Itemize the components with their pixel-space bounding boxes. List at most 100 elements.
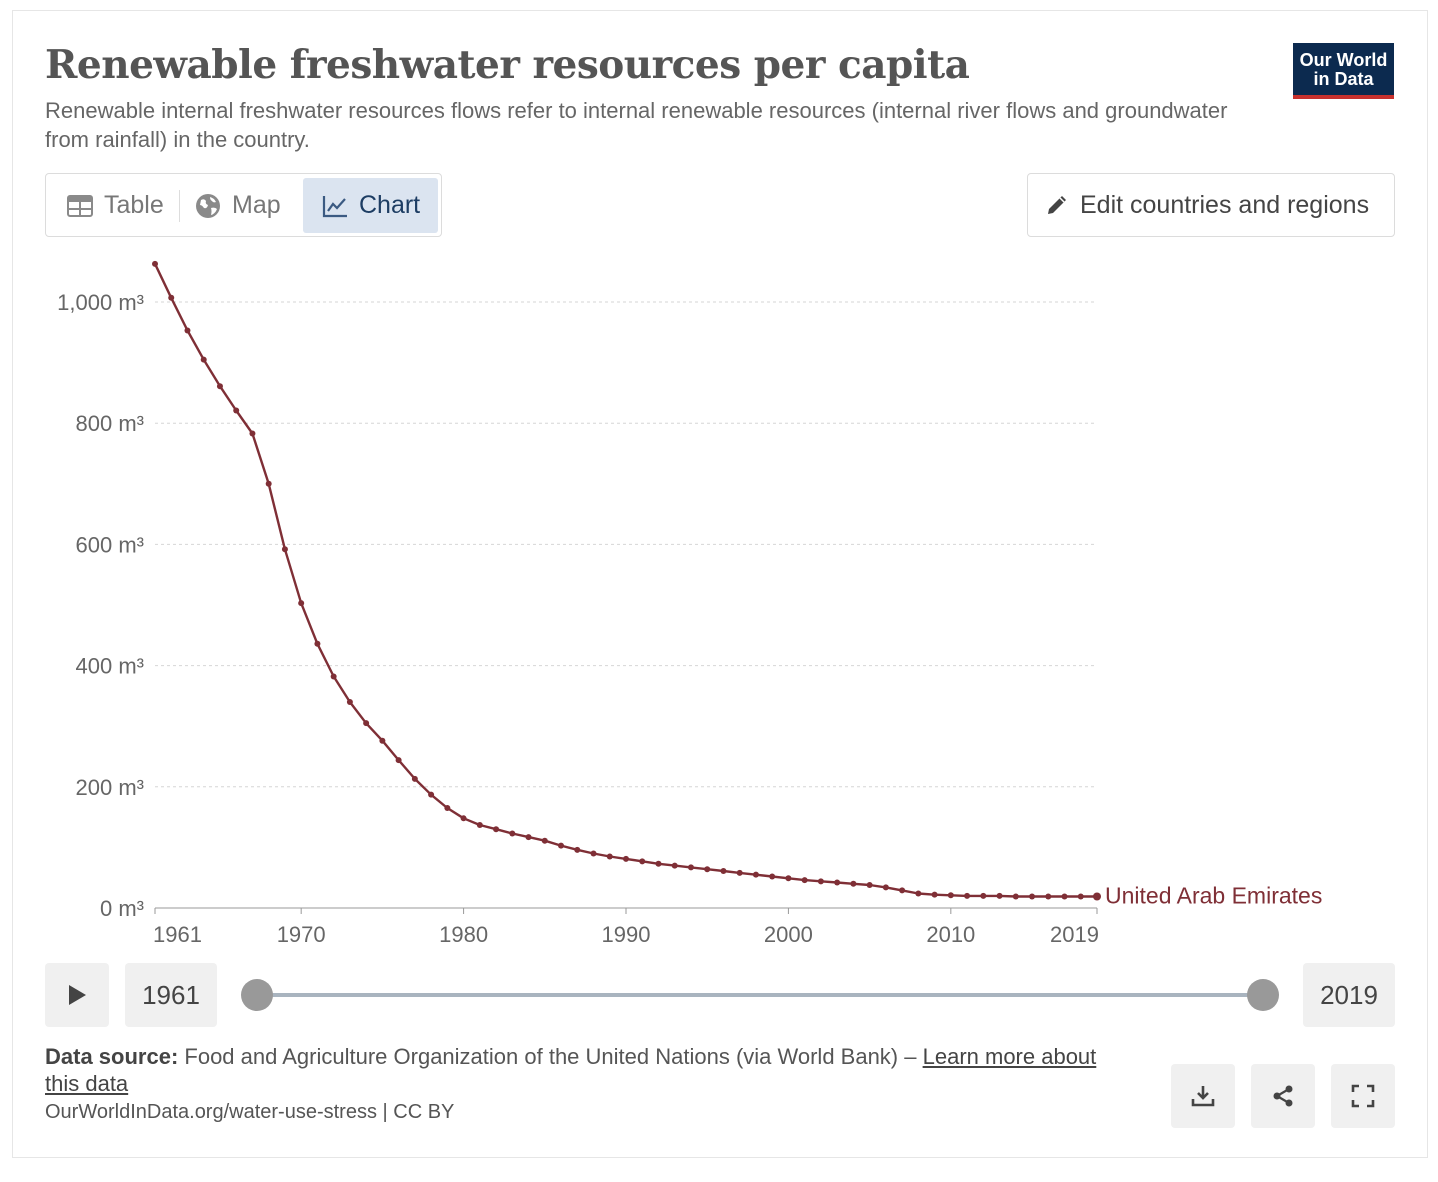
data-point[interactable] — [720, 868, 727, 875]
series-label[interactable]: United Arab Emirates — [1105, 882, 1322, 908]
play-icon — [69, 985, 86, 1005]
data-point[interactable] — [363, 720, 370, 727]
data-point[interactable] — [1061, 893, 1068, 900]
data-point[interactable] — [671, 862, 678, 869]
data-point[interactable] — [346, 698, 353, 705]
x-tick-label: 1970 — [277, 922, 326, 947]
data-point[interactable] — [249, 430, 256, 437]
data-point[interactable] — [509, 830, 516, 837]
data-point[interactable] — [655, 860, 662, 867]
data-point[interactable] — [964, 892, 971, 899]
license-text[interactable]: OurWorldInData.org/water-use-stress | CC… — [45, 1101, 455, 1123]
y-tick-label: 400 m³ — [76, 654, 144, 679]
download-button[interactable] — [1171, 1064, 1235, 1128]
tab-divider — [179, 190, 180, 222]
data-point[interactable] — [639, 858, 646, 865]
data-point[interactable] — [330, 673, 337, 680]
data-point[interactable] — [428, 791, 435, 798]
data-point[interactable] — [411, 775, 418, 782]
data-point[interactable] — [623, 855, 629, 862]
data-point[interactable] — [817, 878, 824, 885]
data-point[interactable] — [687, 864, 694, 871]
data-point[interactable] — [574, 846, 581, 853]
data-point[interactable] — [996, 892, 1003, 899]
data-point[interactable] — [265, 480, 272, 487]
data-point[interactable] — [298, 600, 305, 607]
data-point[interactable] — [866, 881, 873, 888]
edit-countries-button[interactable]: Edit countries and regions — [1027, 173, 1395, 237]
play-button[interactable] — [45, 963, 109, 1027]
data-point[interactable] — [736, 869, 743, 876]
data-point[interactable] — [1045, 893, 1052, 900]
tab-table[interactable]: Table — [48, 178, 181, 233]
data-point[interactable] — [525, 834, 532, 841]
tab-table-label: Table — [104, 191, 164, 219]
share-icon — [1273, 1085, 1293, 1107]
y-tick-label: 800 m³ — [76, 411, 144, 436]
timeline-start-year[interactable]: 1961 — [125, 963, 217, 1027]
data-point[interactable] — [882, 884, 889, 891]
data-point[interactable] — [184, 327, 191, 334]
timeline-slider-track[interactable] — [257, 993, 1263, 997]
chart-subtitle: Renewable internal freshwater resources … — [45, 98, 1228, 152]
data-point[interactable] — [606, 853, 613, 860]
data-point[interactable] — [931, 891, 938, 898]
x-tick-label: 2010 — [926, 922, 975, 947]
view-tabs: Table Map Chart — [45, 173, 442, 237]
data-point[interactable] — [850, 880, 857, 887]
share-button[interactable] — [1251, 1064, 1315, 1128]
learn-more-link[interactable]: Learn more about this data — [45, 1044, 1097, 1096]
data-point[interactable] — [493, 826, 500, 833]
edit-countries-label: Edit countries and regions — [1080, 190, 1370, 219]
data-point[interactable] — [379, 737, 386, 744]
timeline-end-handle[interactable] — [1247, 979, 1279, 1011]
y-axis: 0 m³ 200 m³ 400 m³ 600 m³ 800 m³ 1,000 m³ — [57, 290, 144, 921]
data-point[interactable] — [704, 866, 711, 873]
data-point[interactable] — [216, 383, 223, 390]
owid-logo[interactable]: Our World in Data — [1293, 43, 1394, 99]
data-point[interactable] — [281, 546, 288, 553]
data-point[interactable] — [541, 837, 548, 844]
data-point[interactable] — [590, 850, 597, 857]
data-point[interactable] — [152, 260, 158, 267]
data-point[interactable] — [444, 805, 451, 812]
data-point[interactable] — [769, 873, 776, 880]
y-tick-label: 0 m³ — [100, 896, 144, 921]
tab-map[interactable]: Map — [176, 178, 306, 233]
source-text: Food and Agriculture Organization of the… — [178, 1044, 923, 1069]
data-point[interactable] — [476, 821, 483, 828]
fullscreen-button[interactable] — [1331, 1064, 1395, 1128]
data-point[interactable] — [915, 890, 922, 897]
data-point[interactable] — [1012, 893, 1019, 900]
line-chart-icon — [321, 192, 349, 220]
timeline-start-handle[interactable] — [241, 979, 273, 1011]
tab-chart-label: Chart — [359, 191, 421, 219]
data-point[interactable] — [947, 892, 954, 899]
data-point[interactable] — [233, 407, 240, 414]
y-tick-label: 600 m³ — [76, 532, 144, 557]
series-layer: United Arab Emirates — [152, 260, 1322, 908]
fullscreen-icon — [1351, 1084, 1375, 1108]
data-point[interactable] — [752, 871, 759, 878]
data-point[interactable] — [1093, 892, 1101, 901]
data-point[interactable] — [834, 879, 841, 886]
data-point[interactable] — [558, 842, 565, 849]
data-point[interactable] — [200, 356, 207, 363]
data-point[interactable] — [980, 892, 987, 899]
data-point[interactable] — [801, 877, 808, 884]
data-point[interactable] — [395, 757, 402, 764]
data-point[interactable] — [460, 815, 467, 822]
data-point[interactable] — [785, 875, 792, 882]
data-point[interactable] — [314, 640, 321, 647]
data-point[interactable] — [1077, 893, 1084, 900]
timeline-controls: 1961 2019 — [45, 963, 1395, 1027]
data-point[interactable] — [168, 294, 175, 301]
data-point[interactable] — [1029, 893, 1036, 900]
data-point[interactable] — [899, 887, 906, 894]
pencil-icon — [1044, 192, 1070, 218]
tab-chart[interactable]: Chart — [303, 178, 438, 233]
x-axis: 1961 1970 1980 1990 2000 2010 2019 — [153, 907, 1099, 947]
chart-title: Renewable freshwater resources per capit… — [45, 42, 970, 88]
timeline-end-year[interactable]: 2019 — [1303, 963, 1395, 1027]
x-tick-label: 1961 — [153, 922, 202, 947]
